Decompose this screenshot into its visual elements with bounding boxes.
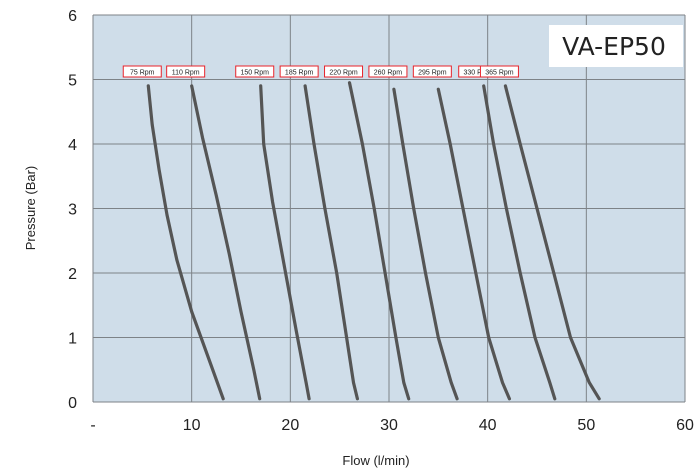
y-tick-label: 1 [68, 331, 77, 348]
rpm-label: 220 Rpm [324, 65, 364, 78]
x-tick-label: 60 [676, 417, 694, 434]
rpm-labels: 75 Rpm 110 Rpm 150 Rpm 185 Rpm 220 Rpm 260 Rp… [122, 65, 519, 78]
rpm-label-text: 260 Rpm [374, 70, 403, 77]
grid-lines [92, 14, 686, 403]
rpm-label-text: 330 Rpm [464, 70, 493, 77]
rpm-label-box [122, 65, 162, 78]
y-tick-label: 4 [68, 137, 77, 154]
y-axis-ticks: 0 1 2 3 4 5 6 [68, 8, 77, 412]
rpm-label: 185 Rpm [279, 65, 319, 78]
x-tick-label: - [90, 417, 95, 434]
y-tick-label: 5 [68, 73, 77, 90]
y-axis-label: Pressure (Bar) [23, 166, 38, 251]
rpm-label-text: 295 Rpm [418, 70, 447, 77]
rpm-label: 110 Rpm [166, 65, 206, 78]
x-tick-label: 20 [281, 417, 299, 434]
rpm-label-box [166, 65, 206, 78]
rpm-curve [392, 87, 459, 401]
model-label-background [549, 25, 683, 67]
x-tick-label: 10 [183, 417, 201, 434]
rpm-curve [347, 81, 411, 401]
x-axis-ticks: - 10 20 30 40 50 60 [90, 417, 694, 434]
y-tick-label: 0 [68, 395, 77, 412]
rpm-label-box [368, 65, 408, 78]
rpm-curve [259, 84, 311, 401]
x-tick-label: 50 [577, 417, 595, 434]
rpm-label: 295 Rpm [412, 65, 452, 78]
rpm-label-box [279, 65, 319, 78]
rpm-label-text: 365 Rpm [485, 70, 514, 77]
rpm-label: 150 Rpm [235, 65, 275, 78]
rpm-label-text: 150 Rpm [241, 70, 270, 77]
rpm-label-text: 75 Rpm [130, 70, 155, 77]
y-tick-label: 3 [68, 202, 77, 219]
rpm-curve [190, 84, 262, 401]
model-label-box: VA-EP50 [549, 25, 683, 67]
rpm-curves [146, 81, 601, 401]
rpm-curve [303, 84, 359, 401]
x-tick-label: 30 [380, 417, 398, 434]
rpm-label-box [479, 65, 519, 78]
rpm-label-text: 220 Rpm [329, 70, 358, 77]
rpm-curve [482, 84, 557, 401]
rpm-label-box [412, 65, 452, 78]
rpm-curve [146, 84, 225, 401]
y-tick-label: 2 [68, 266, 77, 283]
y-tick-label: 6 [68, 8, 77, 25]
rpm-label: 75 Rpm [122, 65, 162, 78]
rpm-label-box [324, 65, 364, 78]
x-axis-label: Flow (l/min) [342, 453, 409, 468]
rpm-curve [436, 87, 511, 401]
chart-title: VA-EP50 [562, 32, 666, 61]
rpm-label-text: 110 Rpm [172, 70, 200, 77]
rpm-label-box [235, 65, 275, 78]
x-tick-label: 40 [479, 417, 497, 434]
rpm-curve [503, 84, 601, 401]
rpm-label-text: 185 Rpm [285, 70, 314, 77]
rpm-label: 260 Rpm [368, 65, 408, 78]
rpm-label: 365 Rpm [479, 65, 519, 78]
